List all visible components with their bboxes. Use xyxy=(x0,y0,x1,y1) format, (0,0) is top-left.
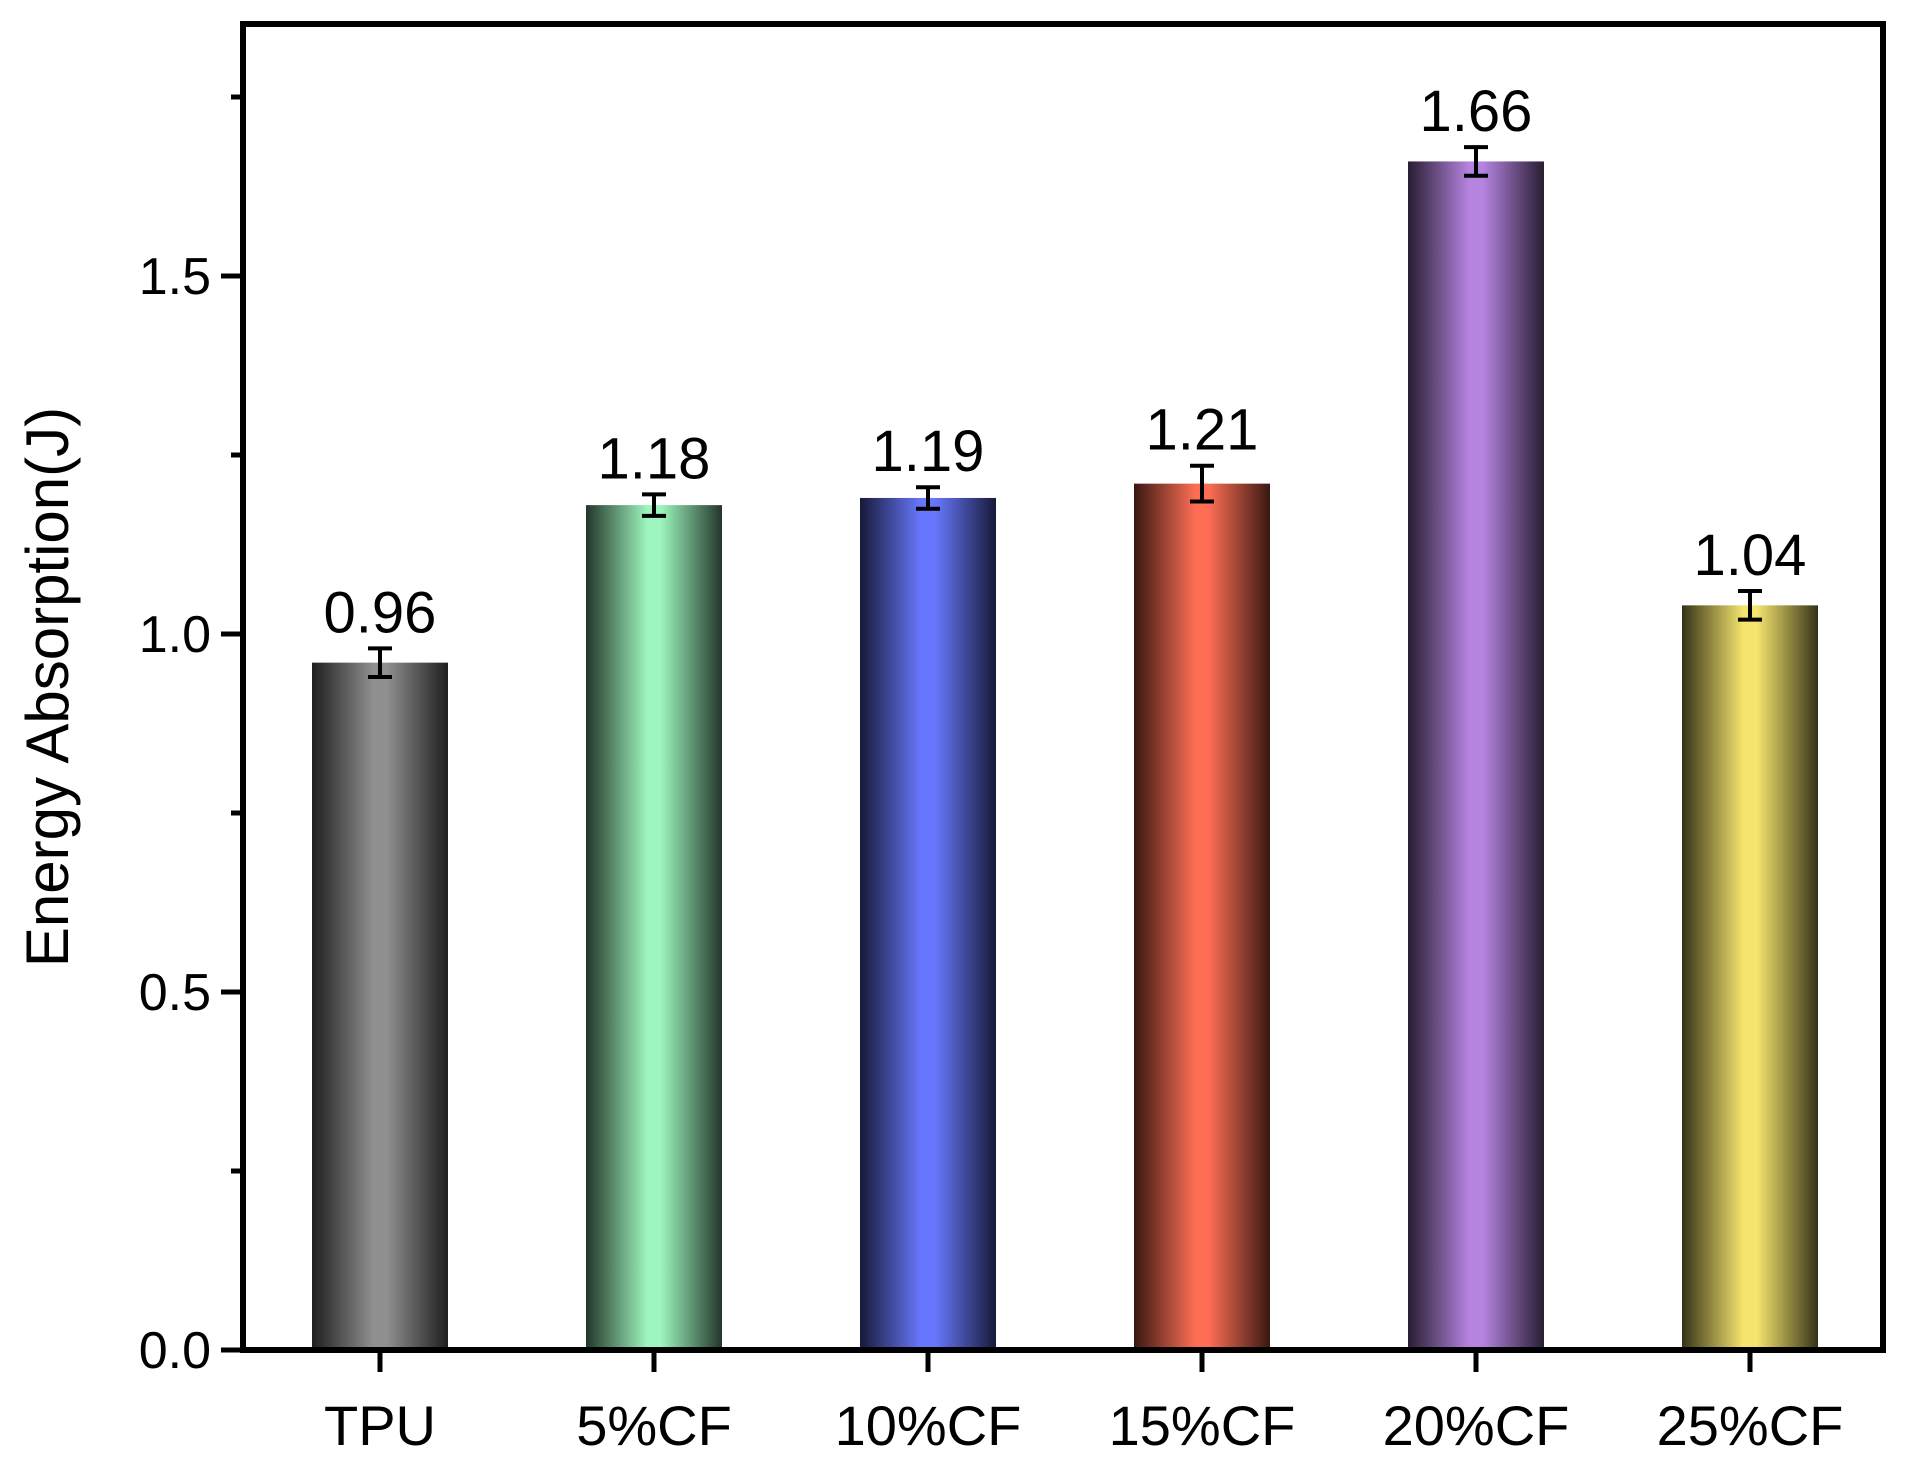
x-tick-label-25%CF: 25%CF xyxy=(1657,1394,1844,1457)
error-bar-TPU xyxy=(368,646,392,679)
error-bar-5%CF xyxy=(642,492,666,518)
error-bars xyxy=(368,145,1762,679)
bar-25%CF xyxy=(1682,605,1818,1350)
x-tick-label-20%CF: 20%CF xyxy=(1383,1394,1570,1457)
x-tick-label-10%CF: 10%CF xyxy=(835,1394,1022,1457)
x-axis: TPU 5%CF 10%CF 15%CF 20%CF 25%CF xyxy=(324,1350,1843,1457)
y-axis-title: Energy Absorption(J) xyxy=(14,407,81,967)
value-label-20%CF: 1.66 xyxy=(1420,79,1533,144)
bar-15%CF xyxy=(1134,483,1270,1350)
y-tick-label-1.0: 1.0 xyxy=(139,606,211,664)
bars xyxy=(312,161,1818,1351)
bar-20%CF xyxy=(1408,161,1544,1351)
x-tick-label-15%CF: 15%CF xyxy=(1109,1394,1296,1457)
x-tick-label-TPU: TPU xyxy=(324,1394,436,1457)
value-label-15%CF: 1.21 xyxy=(1146,398,1259,463)
y-tick-label-0.0: 0.0 xyxy=(139,1322,211,1380)
y-axis: 0.0 0.5 1.0 1.5 xyxy=(139,94,243,1380)
value-label-10%CF: 1.19 xyxy=(872,419,985,484)
error-bar-15%CF xyxy=(1190,463,1214,504)
error-bar-25%CF xyxy=(1738,589,1762,622)
value-label-5%CF: 1.18 xyxy=(598,426,711,491)
error-bar-20%CF xyxy=(1464,145,1488,178)
error-bar-10%CF xyxy=(916,485,940,511)
y-tick-label-0.5: 0.5 xyxy=(139,964,211,1022)
bar-5%CF xyxy=(586,505,722,1350)
x-tick-label-5%CF: 5%CF xyxy=(576,1394,732,1457)
bar-10%CF xyxy=(860,497,996,1351)
y-tick-label-1.5: 1.5 xyxy=(139,248,211,306)
value-label-25%CF: 1.04 xyxy=(1694,523,1807,588)
value-labels: 0.96 1.18 1.19 1.21 1.66 1.04 xyxy=(324,79,1807,645)
bar-TPU xyxy=(312,662,448,1350)
value-label-TPU: 0.96 xyxy=(324,580,437,645)
plot-frame xyxy=(240,21,1886,1353)
